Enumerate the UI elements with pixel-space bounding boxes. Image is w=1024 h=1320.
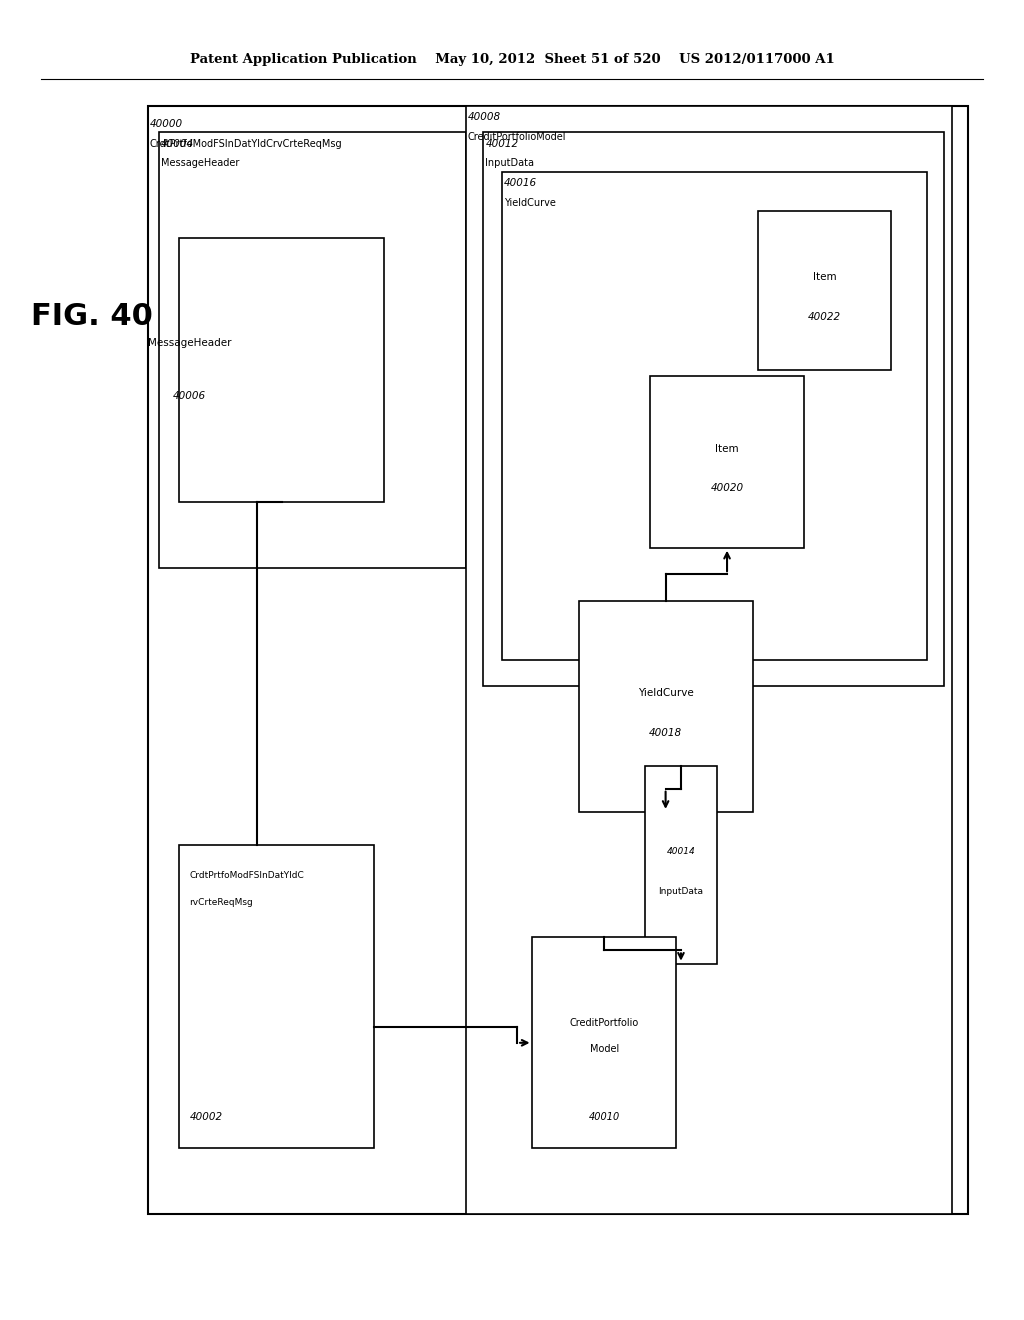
Text: MessageHeader: MessageHeader [161,158,240,169]
Text: Item: Item [715,444,739,454]
Text: 40014: 40014 [667,847,695,855]
FancyBboxPatch shape [650,376,804,548]
Text: Patent Application Publication    May 10, 2012  Sheet 51 of 520    US 2012/01170: Patent Application Publication May 10, 2… [189,53,835,66]
Text: CrdtPrtfoModFSInDatYldC: CrdtPrtfoModFSInDatYldC [189,871,304,880]
FancyBboxPatch shape [579,601,753,812]
FancyBboxPatch shape [532,937,676,1148]
FancyBboxPatch shape [466,106,952,1214]
Text: CreditPortfolioModel: CreditPortfolioModel [468,132,566,143]
FancyBboxPatch shape [179,845,374,1148]
Text: 40008: 40008 [468,112,501,123]
Text: rvCrteReqMsg: rvCrteReqMsg [189,898,253,907]
Text: 40012: 40012 [485,139,518,149]
FancyBboxPatch shape [159,132,466,568]
Text: MessageHeader: MessageHeader [147,338,231,348]
Text: CrdtPrtfoModFSInDatYldCrvCrteReqMsg: CrdtPrtfoModFSInDatYldCrvCrteReqMsg [150,139,342,149]
FancyBboxPatch shape [502,172,927,660]
Text: InputData: InputData [658,887,703,895]
FancyBboxPatch shape [645,766,717,964]
Text: 40018: 40018 [649,727,682,738]
Text: YieldCurve: YieldCurve [638,688,693,698]
Text: 40002: 40002 [189,1111,222,1122]
Text: FIG. 40: FIG. 40 [31,302,154,331]
FancyBboxPatch shape [148,106,968,1214]
Text: 40004: 40004 [161,139,194,149]
Text: 40020: 40020 [711,483,743,494]
FancyBboxPatch shape [483,132,944,686]
Text: 40010: 40010 [589,1111,620,1122]
Text: 40006: 40006 [173,391,206,401]
FancyBboxPatch shape [758,211,891,370]
Text: 40000: 40000 [150,119,182,129]
Text: 40016: 40016 [504,178,537,189]
Text: CreditPortfolio: CreditPortfolio [569,1018,639,1028]
Text: Model: Model [590,1044,618,1055]
Text: 40022: 40022 [808,312,841,322]
Text: Item: Item [812,272,837,282]
FancyBboxPatch shape [179,238,384,502]
Text: InputData: InputData [485,158,535,169]
Text: YieldCurve: YieldCurve [504,198,556,209]
